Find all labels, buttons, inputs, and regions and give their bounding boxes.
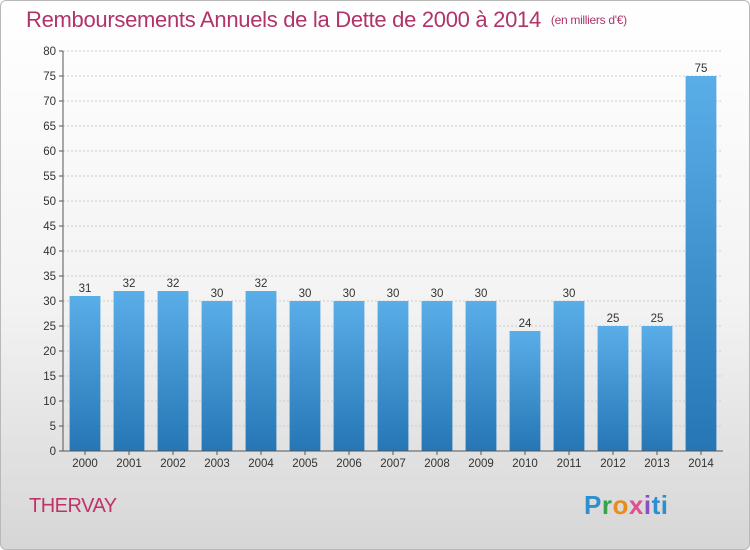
bar-2014 <box>685 76 717 451</box>
value-label: 32 <box>167 278 180 290</box>
proxiti-logo[interactable]: Proxiti <box>584 490 668 521</box>
value-label: 30 <box>299 288 312 300</box>
y-tick-label: 30 <box>43 296 56 308</box>
bar-2005 <box>289 301 321 451</box>
bar-2012 <box>597 326 629 451</box>
bars <box>69 76 717 451</box>
logo-letter: i <box>660 490 669 520</box>
x-tick-label: 2006 <box>336 458 362 470</box>
bar-2003 <box>201 301 233 451</box>
bar-2002 <box>157 291 189 451</box>
value-label: 30 <box>211 288 224 300</box>
y-tick-label: 65 <box>43 121 56 133</box>
bar-2006 <box>333 301 365 451</box>
y-tick-label: 20 <box>43 346 56 358</box>
value-label: 25 <box>607 313 620 325</box>
y-tick-label: 35 <box>43 271 56 283</box>
value-label: 25 <box>651 313 664 325</box>
y-tick-label: 15 <box>43 371 56 383</box>
y-tick-label: 60 <box>43 146 56 158</box>
y-tick-label: 40 <box>43 246 56 258</box>
value-label: 24 <box>519 318 532 330</box>
y-tick-label: 55 <box>43 171 56 183</box>
x-tick-label: 2011 <box>557 458 582 470</box>
x-tick-label: 2001 <box>116 458 142 470</box>
y-tick-label: 5 <box>50 421 56 433</box>
logo-letter: o <box>612 490 629 520</box>
city-name: THERVAY <box>29 495 117 517</box>
x-tick-label: 2008 <box>424 458 450 470</box>
bar-2004 <box>245 291 277 451</box>
value-label: 32 <box>123 278 136 290</box>
x-tick-label: 2010 <box>512 458 538 470</box>
y-tick-label: 10 <box>43 396 56 408</box>
chart-subtitle: (en milliers d'€) <box>550 13 627 27</box>
axes <box>59 50 723 455</box>
x-tick-label: 2002 <box>160 458 186 470</box>
chart-title: Remboursements Annuels de la Dette de 20… <box>26 7 627 33</box>
value-label: 30 <box>563 288 576 300</box>
value-label: 30 <box>343 288 356 300</box>
y-tick-label: 0 <box>50 446 56 458</box>
bar-2011 <box>553 301 585 451</box>
x-tick-label: 2004 <box>248 458 274 470</box>
bar-2000 <box>69 296 101 451</box>
x-tick-label: 2014 <box>688 458 714 470</box>
x-tick-label: 2012 <box>600 458 626 470</box>
value-label: 31 <box>79 283 92 295</box>
value-label: 32 <box>255 278 268 290</box>
x-tick-label: 2009 <box>468 458 494 470</box>
x-tick-label: 2005 <box>292 458 318 470</box>
logo-letter: t <box>651 490 661 520</box>
bar-2001 <box>113 291 145 451</box>
logo-letter: P <box>584 490 602 520</box>
bar-2008 <box>421 301 453 451</box>
value-label: 30 <box>387 288 400 300</box>
x-tick-label: 2007 <box>380 458 406 470</box>
x-tick-label: 2000 <box>72 458 98 470</box>
logo-letter: i <box>643 490 652 520</box>
x-tick-label: 2003 <box>204 458 230 470</box>
bar-2009 <box>465 301 497 451</box>
bar-2007 <box>377 301 409 451</box>
bar-2013 <box>641 326 673 451</box>
logo-letter: r <box>601 490 613 520</box>
x-tick-label: 2013 <box>644 458 670 470</box>
bar-2010 <box>509 331 541 451</box>
y-tick-label: 70 <box>43 96 56 108</box>
y-tick-label: 80 <box>43 46 56 58</box>
value-label: 75 <box>695 63 708 75</box>
value-label: 30 <box>475 288 488 300</box>
y-tick-label: 50 <box>43 196 56 208</box>
logo-letter: x <box>628 490 644 520</box>
value-label: 30 <box>431 288 444 300</box>
labels: 0 5 10 15 20 25 30 35 40 45 50 55 60 65 70 75 80 31 2000 32… <box>43 46 714 470</box>
y-tick-label: 75 <box>43 71 56 83</box>
y-tick-label: 25 <box>43 321 56 333</box>
y-tick-label: 45 <box>43 221 56 233</box>
chart-title-text: Remboursements Annuels de la Dette de 20… <box>26 7 541 32</box>
